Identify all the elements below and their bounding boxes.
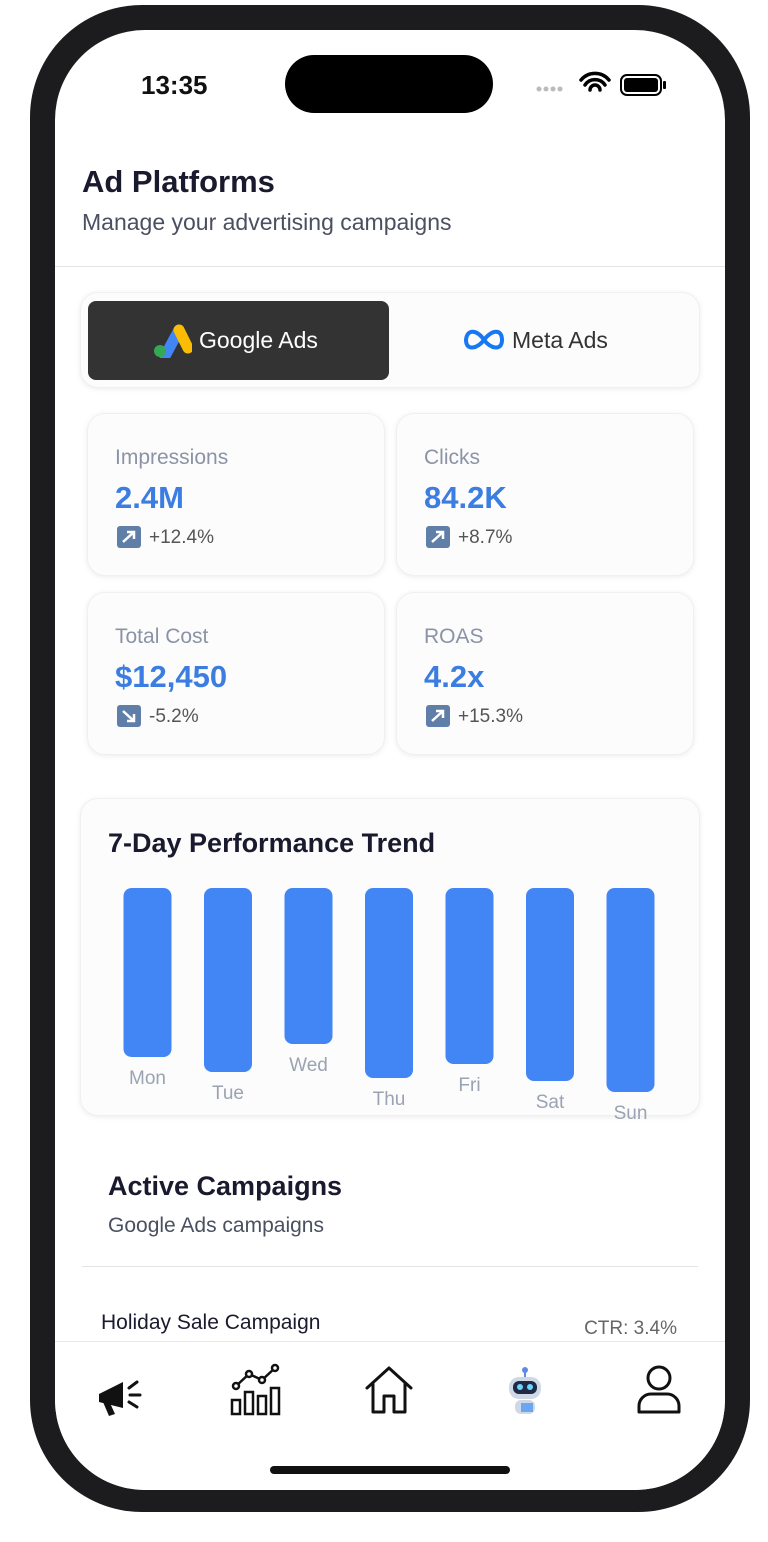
day-label: Fri	[458, 1075, 480, 1096]
page-title: Ad Platforms	[82, 164, 275, 199]
nav-profile[interactable]	[635, 1364, 683, 1416]
status-icons	[536, 71, 666, 96]
day-label: Sun	[614, 1103, 648, 1124]
bar	[123, 888, 172, 1057]
trend-up-icon	[426, 705, 450, 727]
tab-label: Meta Ads	[512, 327, 608, 353]
stat-change: +12.4%	[149, 527, 214, 548]
stat-change: -5.2%	[149, 706, 199, 727]
tab-label: Google Ads	[199, 327, 318, 353]
stat-card: Total Cost $12,450 -5.2%	[87, 592, 385, 755]
google-ads-logo	[154, 324, 192, 358]
campaigns-title: Active Campaigns	[108, 1171, 343, 1201]
day-label: Wed	[289, 1055, 328, 1076]
divider	[55, 266, 725, 267]
bar-chart: Mon Tue Wed Thu Fri Sat Sun	[123, 888, 655, 1124]
day-label: Thu	[373, 1089, 406, 1110]
bar	[204, 888, 252, 1072]
campaign-row[interactable]: Holiday Sale Campaign CTR: 3.4%	[82, 1300, 698, 1340]
stat-value: $12,450	[115, 659, 228, 694]
day-label: Tue	[212, 1083, 244, 1104]
trend-up-icon	[117, 526, 141, 548]
tab-meta[interactable]: Meta Ads	[395, 301, 695, 380]
trend-title: 7-Day Performance Trend	[108, 828, 436, 858]
bar	[526, 888, 574, 1081]
stat-card: Clicks 84.2K +8.7%	[396, 413, 694, 576]
nav-home[interactable]	[363, 1364, 415, 1416]
campaign-name: Holiday Sale Campaign	[101, 1311, 321, 1334]
dynamic-island	[285, 55, 493, 113]
day-label: Sat	[536, 1092, 565, 1113]
trend-down-icon	[117, 705, 141, 727]
day-label: Mon	[129, 1068, 166, 1089]
stat-card: ROAS 4.2x +15.3%	[396, 592, 694, 755]
stat-label: ROAS	[424, 625, 484, 648]
divider	[82, 1266, 698, 1267]
campaigns-subtitle: Google Ads campaigns	[108, 1214, 324, 1237]
stat-value: 2.4M	[115, 480, 184, 515]
bar	[284, 888, 333, 1044]
meta-logo	[463, 329, 505, 350]
trend-up-icon	[426, 526, 450, 548]
nav-assistant[interactable]	[499, 1364, 551, 1416]
stat-label: Impressions	[115, 446, 229, 469]
tab-google[interactable]: Google Ads	[88, 301, 389, 380]
stat-change: +15.3%	[458, 706, 523, 727]
stat-card: Impressions 2.4M +12.4%	[87, 413, 385, 576]
bottom-nav	[55, 1341, 725, 1490]
campaign-ctr: CTR: 3.4%	[584, 1318, 677, 1339]
stat-value: 84.2K	[424, 480, 507, 515]
stat-value: 4.2x	[424, 659, 485, 694]
stat-label: Clicks	[424, 446, 480, 469]
nav-analytics[interactable]	[229, 1362, 285, 1418]
screen: 13:35 Ad Platforms Manage your advertisi…	[55, 30, 725, 1490]
nav-campaigns[interactable]	[95, 1372, 147, 1424]
stat-change: +8.7%	[458, 527, 513, 548]
page-subtitle: Manage your advertising campaigns	[82, 209, 452, 235]
stat-label: Total Cost	[115, 625, 209, 648]
status-time: 13:35	[141, 70, 208, 100]
bar	[606, 888, 655, 1092]
home-indicator	[270, 1466, 510, 1474]
bar	[445, 888, 494, 1064]
bar	[365, 888, 413, 1078]
